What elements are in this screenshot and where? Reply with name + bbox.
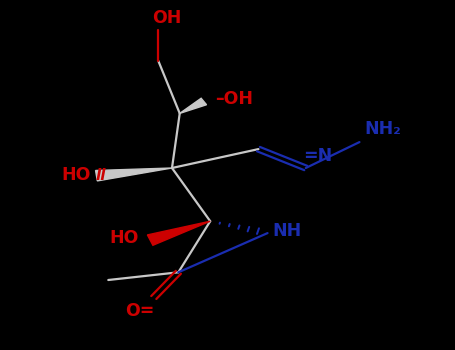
Text: OH: OH xyxy=(152,9,181,27)
Text: O=: O= xyxy=(125,302,155,320)
Text: ll: ll xyxy=(96,168,106,182)
Text: –OH: –OH xyxy=(215,90,253,108)
Polygon shape xyxy=(96,168,172,181)
Text: NH: NH xyxy=(272,222,301,240)
Polygon shape xyxy=(147,221,210,245)
Text: HO: HO xyxy=(61,166,91,184)
Text: HO: HO xyxy=(109,229,139,247)
Polygon shape xyxy=(180,98,207,113)
Text: NH₂: NH₂ xyxy=(364,120,401,138)
Text: =N: =N xyxy=(303,147,333,165)
